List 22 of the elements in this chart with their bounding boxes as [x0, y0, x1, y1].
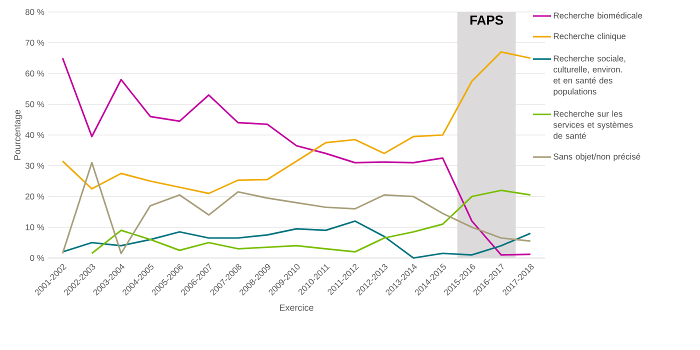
y-tick-label: 20 %: [26, 193, 44, 200]
legend-label: Recherche clinique: [554, 32, 626, 41]
x-axis-title: Exercice: [280, 304, 314, 311]
y-tick-label: 10 %: [26, 224, 44, 230]
line-series: [62, 51, 532, 194]
band-label: FAPS: [470, 16, 504, 25]
legend-label: Recherche sur les services et systèmes de santé: [553, 110, 633, 139]
y-tick-label: 30 %: [25, 162, 44, 169]
legend-label: Sans objet/non précisé: [554, 153, 640, 162]
y-tick-label: 70 %: [26, 40, 44, 46]
y-tick-label: 60 %: [26, 70, 44, 77]
line-series: [62, 57, 532, 256]
y-tick-label: 80 %: [25, 8, 44, 16]
y-tick-label: 50 %: [25, 101, 44, 108]
y-tick-label: 40 %: [25, 132, 44, 138]
y-tick-label: 0 %: [30, 254, 44, 262]
legend-label: Recherche sociale, culturelle, environ. et en santé des populations: [554, 55, 626, 96]
y-axis-title: Pourcentage: [14, 110, 22, 160]
line-series: [62, 220, 532, 259]
line-series: [91, 190, 532, 254]
line-series: [62, 162, 532, 254]
legend-label: Recherche biomédicale: [554, 12, 642, 19]
